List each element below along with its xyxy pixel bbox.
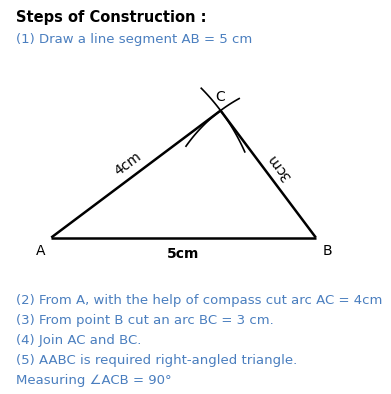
Text: 5cm: 5cm [167,247,200,261]
Text: B: B [322,244,332,258]
Text: (4) Join AC and BC.: (4) Join AC and BC. [16,334,141,347]
Text: 4cm: 4cm [112,149,144,178]
Text: (5) AABC is required right-angled triangle.: (5) AABC is required right-angled triang… [16,354,297,367]
Text: Steps of Construction :: Steps of Construction : [16,10,206,25]
Text: A: A [36,244,45,258]
Text: Measuring ∠ACB = 90°: Measuring ∠ACB = 90° [16,374,171,387]
Text: C: C [216,90,226,104]
Text: 3cm: 3cm [264,150,293,182]
Text: (1) Draw a line segment AB = 5 cm: (1) Draw a line segment AB = 5 cm [16,33,252,46]
Text: (3) From point B cut an arc BC = 3 cm.: (3) From point B cut an arc BC = 3 cm. [16,314,273,327]
Text: (2) From A, with the help of compass cut arc AC = 4cm: (2) From A, with the help of compass cut… [16,294,382,307]
